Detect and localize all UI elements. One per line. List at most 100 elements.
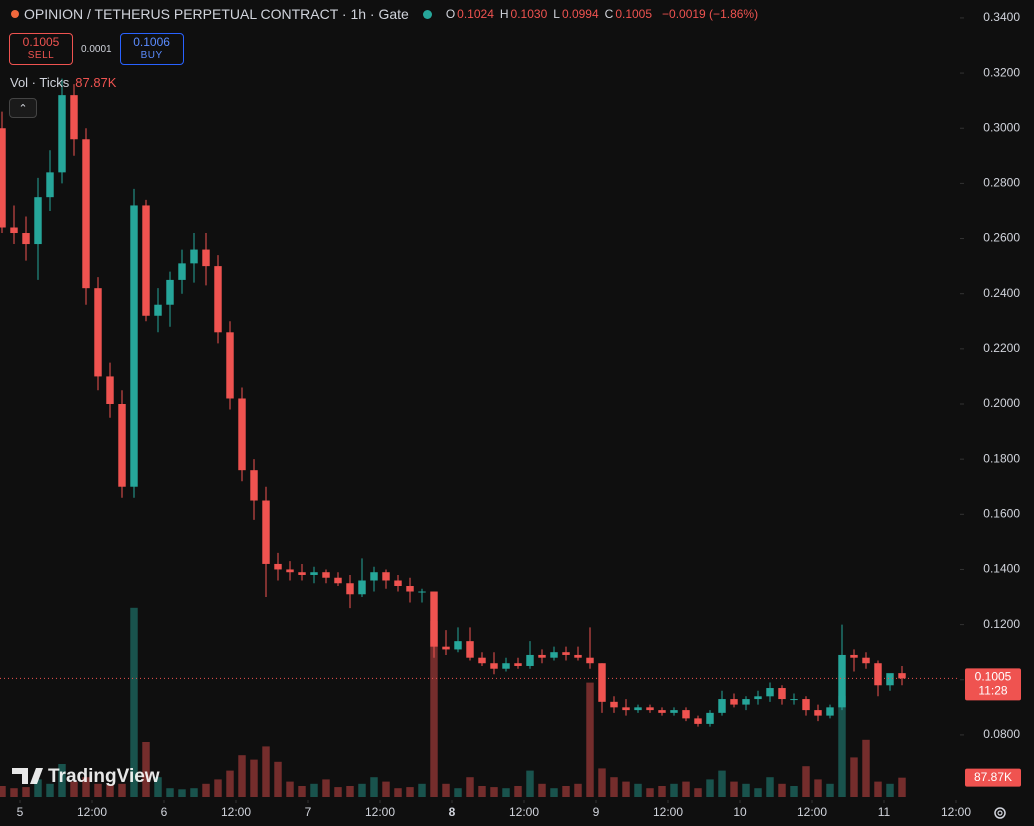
watermark: TradingView xyxy=(12,766,160,787)
y-tick-label: 0.1400 xyxy=(983,562,1020,576)
y-tick-label: 0.1800 xyxy=(983,451,1020,465)
volume-bar xyxy=(358,783,366,797)
y-tick-label: 0.3400 xyxy=(983,10,1020,24)
volume-bar xyxy=(106,784,114,797)
candle-body xyxy=(670,710,678,713)
trade-panel: 0.1005 SELL 0.0001 0.1006 BUY xyxy=(9,33,184,65)
x-tick-label: 12:00 xyxy=(509,805,539,819)
candle-body xyxy=(214,266,222,333)
volume-bar xyxy=(58,764,66,797)
candle-body xyxy=(118,403,126,487)
volume-bar xyxy=(442,783,450,797)
x-tick-label: 8 xyxy=(449,805,456,819)
y-tick-label: 0.2400 xyxy=(983,286,1020,300)
x-tick-label: 12:00 xyxy=(797,805,827,819)
candle-body xyxy=(862,657,870,664)
volume-bar xyxy=(502,788,510,797)
sell-button[interactable]: 0.1005 SELL xyxy=(9,33,73,65)
candle-body xyxy=(346,583,354,595)
volume-bar xyxy=(238,755,246,797)
volume-bar xyxy=(682,781,690,797)
candle-body xyxy=(70,95,78,140)
volume-bar xyxy=(634,783,642,797)
volume-bar xyxy=(130,607,138,797)
candle-body xyxy=(130,205,138,487)
volume-bar xyxy=(430,621,438,797)
y-tick-label: 0.0800 xyxy=(983,727,1020,741)
symbol-title[interactable]: OPINION / TETHERUS PERPETUAL CONTRACT · … xyxy=(24,6,409,22)
volume-bar xyxy=(262,746,270,797)
volume-bar xyxy=(574,783,582,797)
settings-icon[interactable] xyxy=(994,807,1006,819)
volume-bar xyxy=(814,779,822,797)
volume-bar xyxy=(754,788,762,797)
volume-bar xyxy=(874,781,882,797)
volume-bar xyxy=(406,787,414,797)
watermark-text: TradingView xyxy=(48,766,160,787)
ohlc-value: 0.1024 xyxy=(457,7,494,21)
y-tick-label: 0.2000 xyxy=(983,396,1020,410)
volume-bar xyxy=(514,786,522,797)
volume-bar xyxy=(778,783,786,797)
ohlc-value: 0.1030 xyxy=(510,7,548,21)
volume-bar xyxy=(394,788,402,797)
y-tick-label: 0.2600 xyxy=(983,231,1020,245)
countdown-label: 11:28 xyxy=(978,684,1007,698)
volume-bar xyxy=(742,783,750,797)
y-tick-label: 0.2200 xyxy=(983,341,1020,355)
volume-bar xyxy=(418,783,426,797)
buy-button[interactable]: 0.1006 BUY xyxy=(119,33,184,65)
candle-body xyxy=(502,663,510,669)
candle-body xyxy=(10,227,18,234)
volume-bar xyxy=(334,787,342,797)
candle-body xyxy=(370,572,378,581)
candle-body xyxy=(610,701,618,708)
sell-label: SELL xyxy=(27,50,55,61)
candle-body xyxy=(190,249,198,264)
candle-body xyxy=(358,580,366,595)
volume-bar xyxy=(370,777,378,797)
x-tick-label: 9 xyxy=(593,805,600,819)
candle-body xyxy=(298,572,306,575)
volume-bar xyxy=(694,788,702,797)
volume-bar xyxy=(766,777,774,797)
candle-body xyxy=(898,673,906,679)
volume-bar xyxy=(142,742,150,797)
candle-body xyxy=(406,586,414,592)
x-tick-label: 7 xyxy=(305,805,312,819)
volume-bar xyxy=(178,789,186,797)
candle-body xyxy=(238,398,246,471)
ohlc-value: 0.1005 xyxy=(615,7,653,21)
candle-body xyxy=(766,688,774,697)
candle-body xyxy=(454,641,462,650)
candle-body xyxy=(706,712,714,724)
candle-body xyxy=(538,654,546,658)
collapse-toggle[interactable]: ⌃ xyxy=(9,98,37,118)
candle-body xyxy=(418,591,426,593)
candle-body xyxy=(58,95,66,173)
volume-bar xyxy=(586,682,594,797)
candle-body xyxy=(814,710,822,716)
volume-bar xyxy=(490,787,498,797)
candle-body xyxy=(226,332,234,399)
volume-title: Vol · Ticks xyxy=(10,75,70,90)
candle-body xyxy=(646,707,654,711)
candle-body xyxy=(886,673,894,686)
volume-bar xyxy=(550,788,558,797)
candle-body xyxy=(178,263,186,280)
candle-body xyxy=(778,688,786,700)
y-tick-label: 0.2800 xyxy=(983,176,1020,190)
sell-price: 0.1005 xyxy=(22,35,60,49)
volume-bar xyxy=(322,779,330,797)
change: −0.0019 (−1.86%) xyxy=(662,7,759,21)
x-tick-label: 12:00 xyxy=(77,805,107,819)
buy-price: 0.1006 xyxy=(133,35,170,49)
volume-bar xyxy=(466,777,474,797)
volume-bar xyxy=(382,781,390,797)
volume-bar xyxy=(826,783,834,797)
candle-body xyxy=(550,652,558,658)
candle-body xyxy=(754,696,762,700)
candle-body xyxy=(718,699,726,713)
y-tick-label: 0.1600 xyxy=(983,506,1020,520)
ohlc-key: C xyxy=(604,7,614,21)
